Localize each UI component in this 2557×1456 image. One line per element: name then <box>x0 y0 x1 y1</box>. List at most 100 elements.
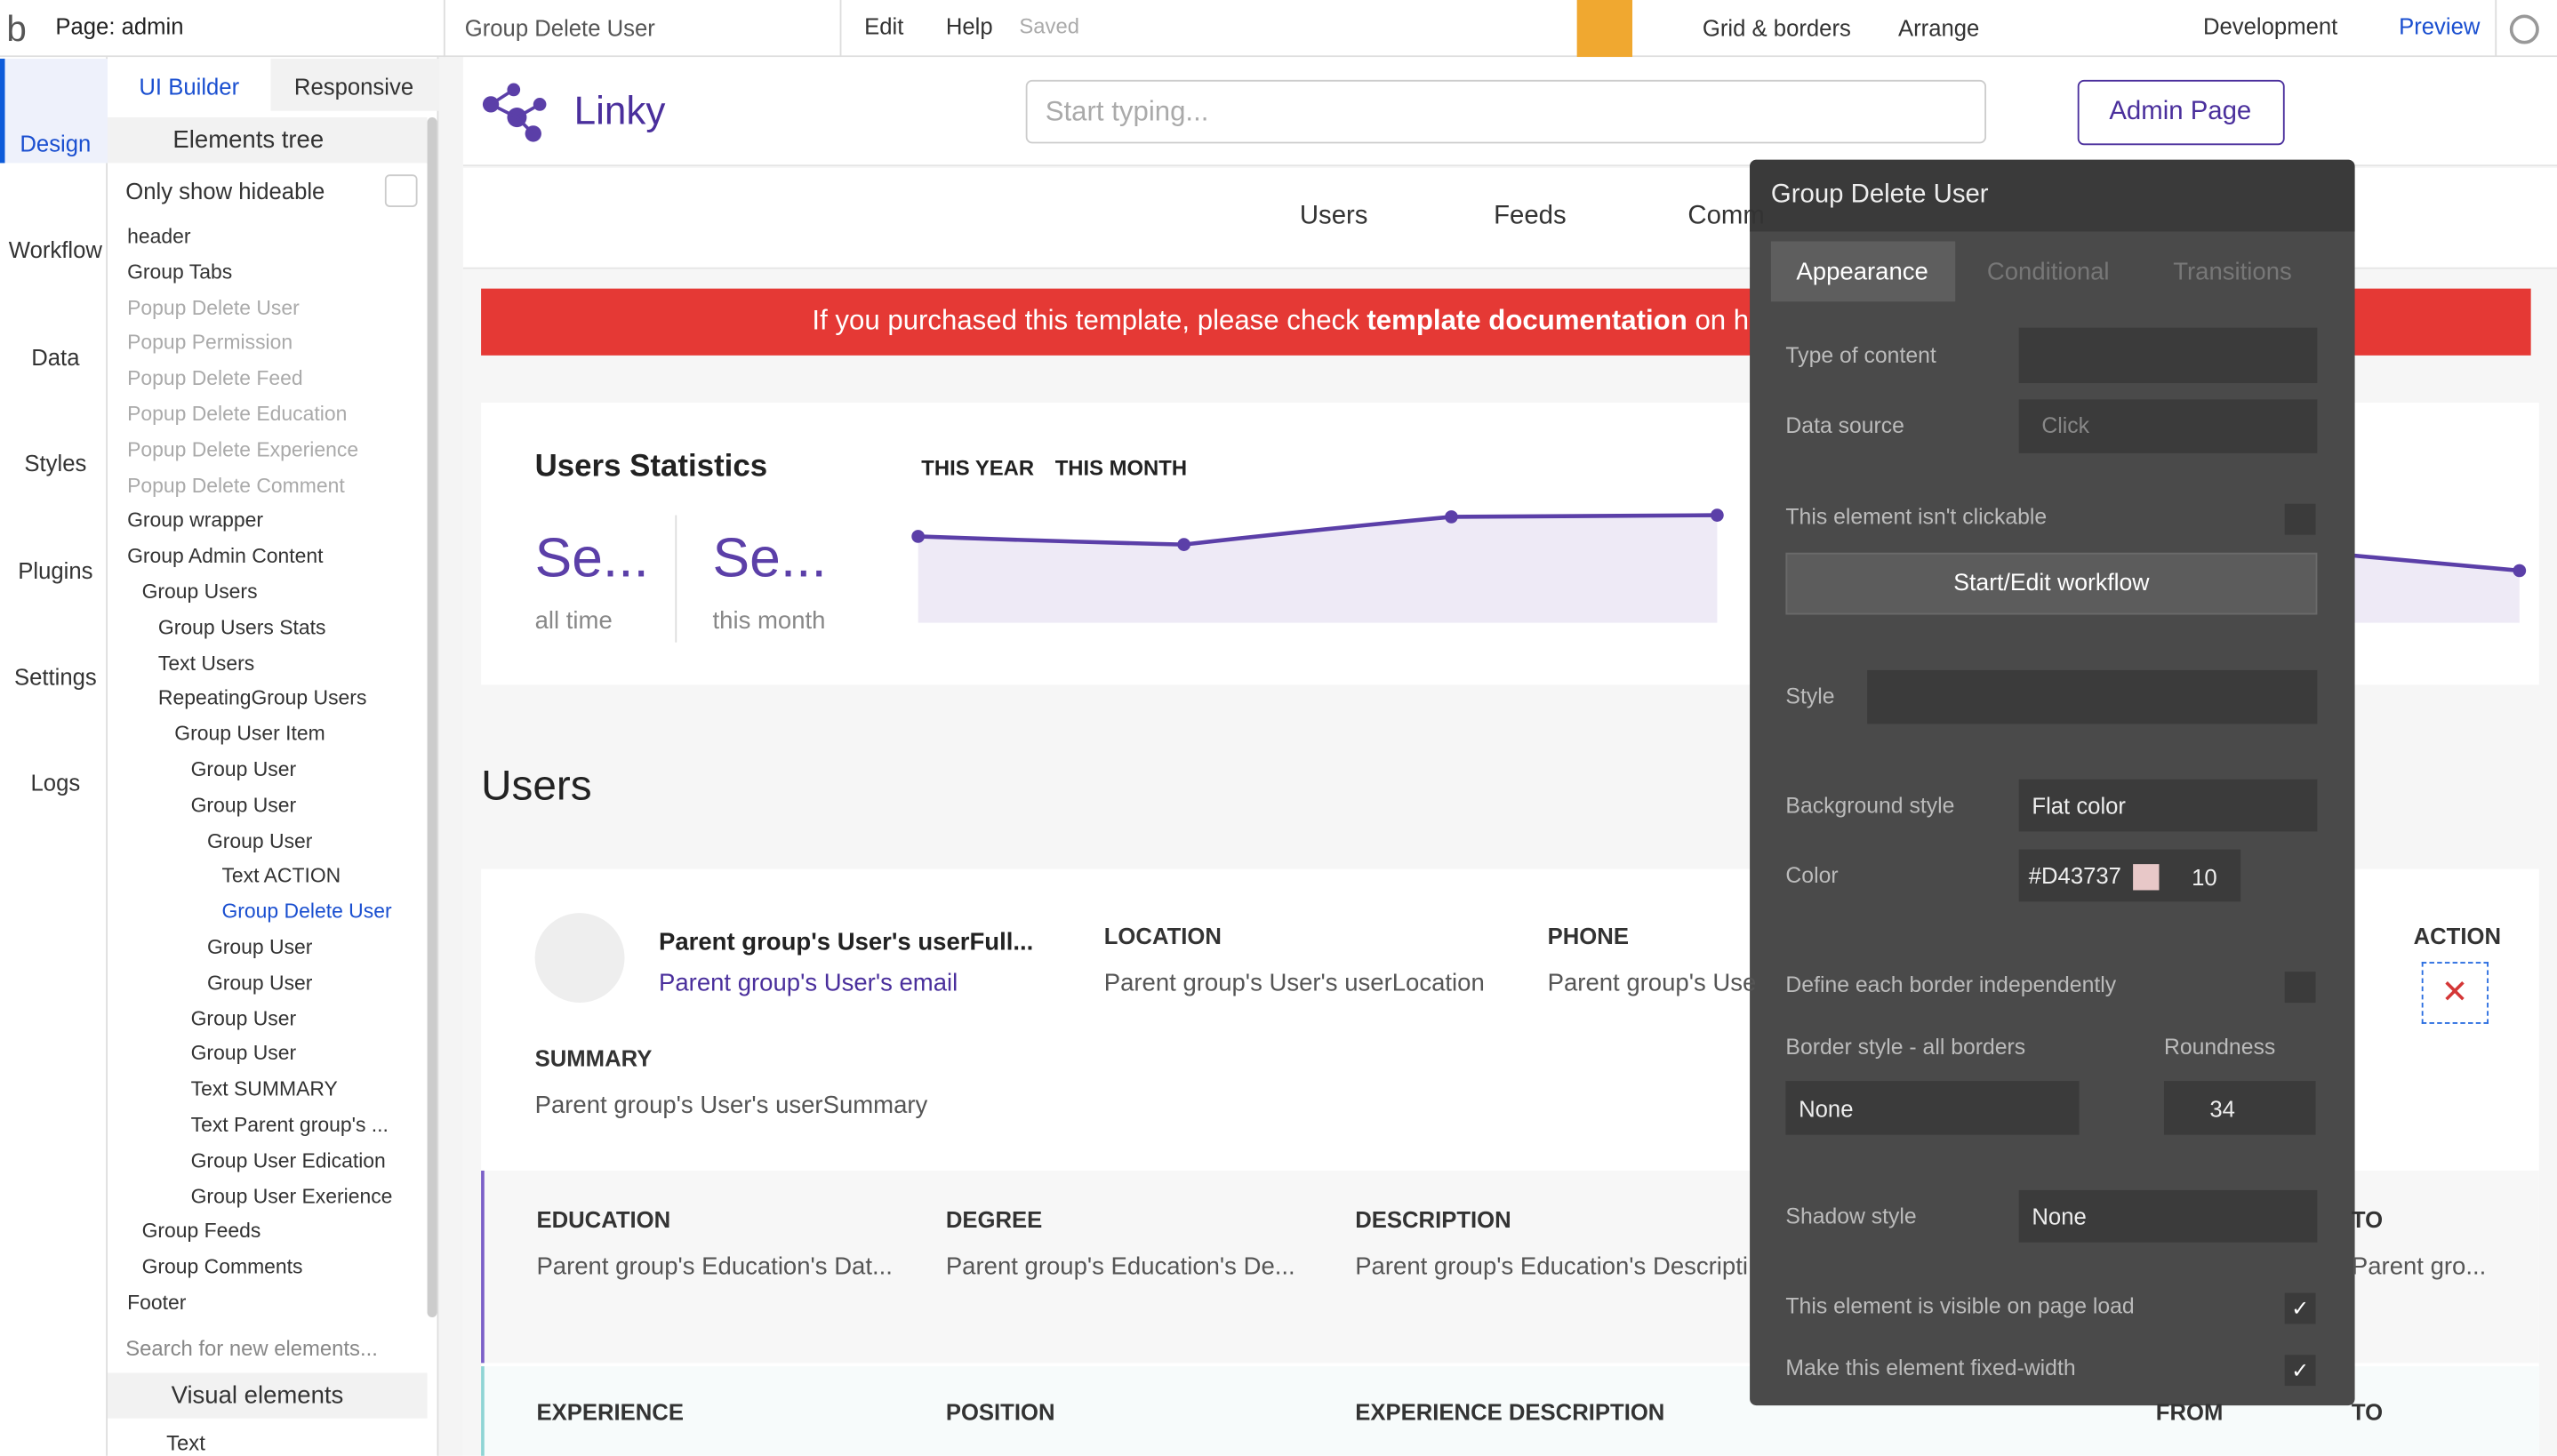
tree-item[interactable]: Popup Delete Feed <box>127 367 303 390</box>
field-label: DEGREE <box>945 1206 1043 1233</box>
field-label: POSITION <box>945 1398 1055 1426</box>
input[interactable] <box>2018 779 2318 832</box>
avatar-icon[interactable] <box>2509 14 2539 44</box>
stats-tab[interactable]: THIS MONTH <box>1054 455 1188 481</box>
editor-tab[interactable]: Appearance <box>1796 258 1928 286</box>
stat-value: Se... <box>534 527 649 590</box>
tree-item[interactable]: Group User <box>190 1006 297 1030</box>
palette-item[interactable]: Text <box>166 1430 205 1456</box>
banner-link[interactable]: template documentation <box>1367 304 1687 336</box>
gift-button[interactable] <box>1576 0 1633 58</box>
prop-label: Shadow style <box>1785 1204 1917 1229</box>
stats-tab[interactable]: THIS YEAR <box>921 455 1035 481</box>
prop-label: Color <box>1785 863 1839 888</box>
tree-item[interactable]: Group User <box>190 793 297 817</box>
field-label: EXPERIENCE DESCRIPTION <box>1355 1398 1665 1426</box>
admin-button[interactable] <box>2077 79 2285 146</box>
sidebar-tab[interactable]: Workflow <box>8 236 102 263</box>
sidebar-tab[interactable]: Plugins <box>18 557 93 584</box>
field-value: Parent group's Use <box>1547 969 1757 997</box>
tree-item[interactable]: Footer <box>127 1291 187 1315</box>
input[interactable] <box>1867 669 2318 724</box>
tree-item[interactable]: Popup Delete Education <box>127 403 348 426</box>
delete-user-element[interactable] <box>2421 962 2489 1024</box>
checkbox[interactable]: ✓ <box>2284 1292 2316 1324</box>
grid-menu[interactable]: Grid & borders <box>1702 14 1851 41</box>
tree-item[interactable]: header <box>127 225 191 248</box>
tree-item[interactable]: Group Users <box>141 580 258 604</box>
field-label: SUMMARY <box>534 1044 653 1072</box>
admin-label[interactable]: Admin Page <box>2109 98 2252 126</box>
input[interactable] <box>2018 849 2241 902</box>
sidebar-tab[interactable]: Logs <box>30 769 81 796</box>
sidebar-tab[interactable]: Design <box>20 130 92 157</box>
tree-item[interactable]: Group User <box>190 1042 297 1066</box>
input[interactable] <box>2018 327 2318 384</box>
panel-tab[interactable]: Responsive <box>293 73 414 100</box>
tree-item[interactable]: Group Feeds <box>141 1220 261 1244</box>
preview-link[interactable]: Preview <box>2399 12 2481 40</box>
checkbox[interactable] <box>2284 503 2316 535</box>
tree-item[interactable]: Group User Item <box>174 722 325 746</box>
tree-item[interactable]: Popup Permission <box>127 332 293 355</box>
sidebar-tab[interactable]: Settings <box>13 663 97 690</box>
tree-item[interactable]: Group wrapper <box>127 508 263 532</box>
prop-label: Background style <box>1785 793 1955 818</box>
panel-tab[interactable]: UI Builder <box>139 73 240 100</box>
tree-item[interactable]: Group User <box>206 828 313 852</box>
tree-item[interactable]: Group Tabs <box>127 260 233 284</box>
workflow-button[interactable] <box>1785 552 2318 615</box>
tree-item[interactable]: Group Users Stats <box>157 615 326 639</box>
nav-item[interactable]: Users <box>1299 202 1368 230</box>
tree-item[interactable]: Group User <box>206 971 313 995</box>
tree-item[interactable]: Text SUMMARY <box>190 1077 338 1101</box>
tree-item[interactable]: Text Users <box>157 651 255 675</box>
tree-item[interactable]: Group User Exerience <box>190 1184 393 1208</box>
sidebar-tab[interactable]: Data <box>31 344 80 371</box>
tree-item[interactable]: Group User <box>206 935 313 959</box>
input[interactable] <box>2018 1189 2318 1243</box>
page-select[interactable]: Page: admin <box>55 12 184 40</box>
scrollbar <box>427 117 437 1318</box>
tree-item[interactable]: RepeatingGroup Users <box>157 686 367 710</box>
tree-item[interactable]: Popup Delete Experience <box>127 438 359 461</box>
checkbox[interactable]: ✓ <box>2284 1355 2316 1387</box>
visual-header <box>108 1372 428 1419</box>
color-swatch[interactable] <box>2133 864 2160 891</box>
workflow-label[interactable]: Start/Edit workflow <box>1953 570 2150 597</box>
search-input[interactable] <box>1025 79 1987 144</box>
divider <box>675 515 677 643</box>
menu-item[interactable]: Edit <box>864 12 904 40</box>
input[interactable] <box>1785 1081 2080 1135</box>
divider <box>443 0 445 58</box>
sidebar-tab[interactable]: Styles <box>24 450 87 476</box>
logo-b: b <box>6 8 27 50</box>
tree-item[interactable]: Group Delete User <box>221 900 392 924</box>
menu-item[interactable]: Help <box>945 12 993 40</box>
element-select[interactable]: Group Delete User <box>464 14 655 41</box>
editor-tab[interactable]: Transitions <box>2173 258 2292 286</box>
nav-item[interactable]: Comm <box>1687 202 1765 230</box>
checkbox[interactable] <box>384 174 418 207</box>
tree-item[interactable]: Group User <box>190 757 297 781</box>
stat-label: this month <box>712 607 826 636</box>
tree-item[interactable]: Group Comments <box>141 1255 303 1279</box>
tree-item[interactable]: Text ACTION <box>221 864 341 888</box>
input[interactable] <box>2163 1081 2316 1135</box>
sidebar-active <box>0 59 108 164</box>
editor-tab[interactable]: Conditional <box>1986 258 2110 286</box>
input[interactable] <box>2018 399 2318 453</box>
tree-item[interactable]: Group User Edication <box>190 1148 386 1172</box>
prop-value: None <box>1799 1095 1854 1122</box>
env-menu[interactable]: Development <box>2202 12 2338 40</box>
nav-item[interactable]: Feeds <box>1494 202 1567 230</box>
tree-item[interactable]: Text Parent group's ... <box>190 1113 389 1137</box>
checkbox[interactable] <box>2284 972 2316 1004</box>
tree-item[interactable]: Popup Delete Comment <box>127 474 345 497</box>
tree-item[interactable]: Group Admin Content <box>127 544 324 568</box>
arrange-menu[interactable]: Arrange <box>1897 14 1980 41</box>
element-search[interactable]: Search for new elements... <box>125 1336 378 1361</box>
tree-item[interactable]: Popup Delete User <box>127 296 300 319</box>
